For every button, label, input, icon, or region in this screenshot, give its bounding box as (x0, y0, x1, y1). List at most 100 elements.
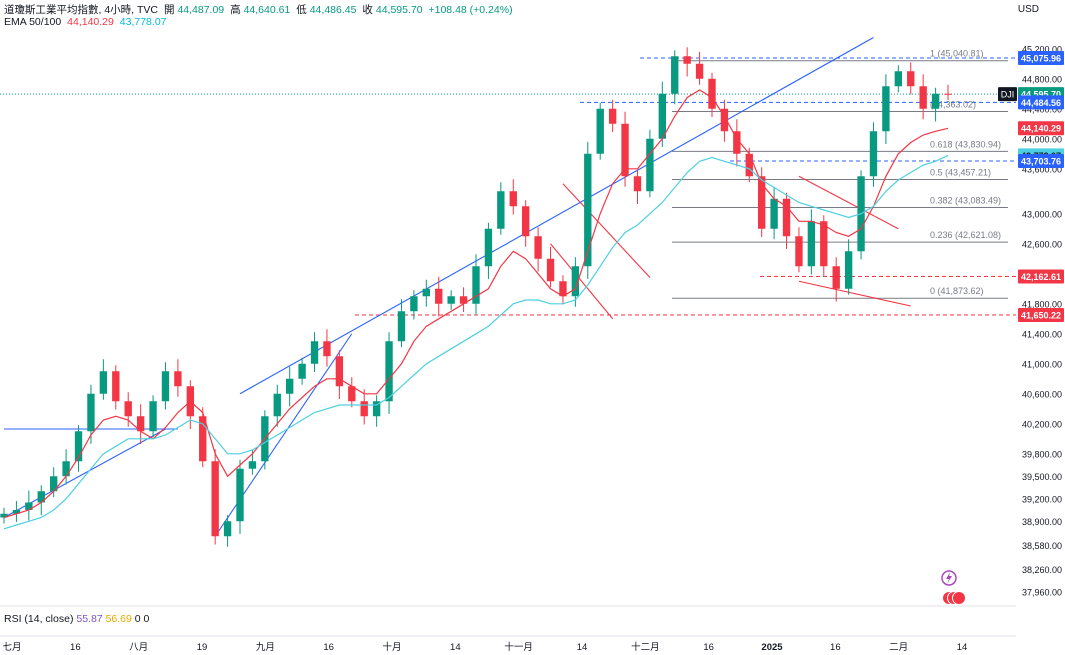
rsi-label: RSI (14, close) (4, 613, 74, 625)
fib-level-label: 0 (41,873.62) (930, 286, 984, 296)
ema100-value: 43,778.07 (119, 16, 167, 28)
y-tick-label: 39,800.00 (1022, 449, 1062, 459)
chart-title: 道瓊斯工業平均指數, 4小時, TVC (4, 4, 159, 16)
price-tag-bg (1018, 307, 1064, 322)
candle-body (50, 476, 58, 492)
ema100-line (3, 154, 949, 530)
candle-body (459, 296, 468, 304)
candle-body (372, 401, 381, 417)
candle-body (894, 71, 902, 87)
candle-body (708, 78, 716, 109)
rsi-ma-value: 56.69 (105, 613, 132, 625)
candle-body (745, 153, 753, 177)
x-tick-label: 八月 (129, 642, 148, 653)
candle-body (211, 461, 219, 537)
candle-body (584, 153, 592, 267)
candle-body (223, 521, 232, 537)
candle-body (844, 251, 853, 289)
y-tick-label: 38,580.00 (1022, 541, 1062, 551)
fib-level-label: 1 (45,040.81) (930, 49, 984, 59)
candle-body (410, 296, 418, 312)
candle-body (522, 206, 530, 237)
candle-body (782, 198, 791, 237)
horizontal-levels (0, 57, 1018, 316)
close-value: 44,595.70 (375, 4, 423, 16)
ema50-value: 44,140.29 (67, 16, 114, 28)
candle-body (112, 371, 120, 402)
candle-body (571, 266, 580, 297)
candle-body (882, 86, 890, 132)
candle-body (758, 176, 766, 229)
price-tag: 42,162.61 (1021, 272, 1061, 282)
trend-line (550, 243, 614, 320)
y-tick-label: 40,200.00 (1022, 419, 1062, 429)
x-tick-label: 16 (703, 642, 714, 653)
fib-level-label: (44,363.02) (930, 100, 976, 110)
x-tick-label: 二月 (889, 642, 908, 653)
price-tag: 43,703.76 (1021, 156, 1061, 166)
candle-body (422, 288, 430, 297)
candle-body (273, 393, 281, 417)
candle-body (608, 108, 617, 124)
candle-body (323, 341, 331, 357)
y-tick-label: 45,200.00 (1022, 44, 1062, 54)
fib-level-label: 0.5 (43,457.21) (930, 167, 991, 177)
chart-grid (0, 605, 1065, 637)
y-tick-label: 40,600.00 (1022, 389, 1062, 399)
price-tag-bg (1018, 51, 1064, 66)
y-tick-label: 39,500.00 (1022, 472, 1062, 482)
open-value: 44,487.09 (177, 4, 225, 16)
fib-level-label: 0.618 (43,830.94) (930, 139, 1001, 149)
open-label: 開 (163, 4, 175, 16)
price-tag: 44,140.29 (1021, 124, 1061, 134)
candle-body (820, 221, 828, 267)
candle-body (236, 468, 244, 522)
candle-body (907, 71, 915, 87)
candle-body (509, 191, 517, 207)
x-tick-label: 16 (830, 642, 841, 653)
rsi-value: 55.87 (76, 613, 103, 625)
candle-body (298, 363, 306, 379)
ema-legend[interactable]: EMA 50/100 44,140.29 43,778.07 (4, 16, 170, 28)
candle-body (546, 258, 555, 282)
ema50-line (3, 89, 949, 519)
candle-body (348, 386, 356, 402)
x-tick-label: 14 (577, 642, 588, 653)
candle-body (397, 311, 406, 342)
candle-body (62, 461, 70, 477)
y-tick-label: 44,000.00 (1022, 134, 1062, 144)
candle-body (174, 371, 182, 387)
candlesticks (0, 47, 952, 547)
close-label: 收 (362, 4, 373, 16)
candle-body (919, 86, 927, 109)
rsi-extra-1: 0 (134, 613, 141, 625)
fibonacci-retracement: 1 (45,040.81) (44,363.02) 0.618 (43,830.94… (672, 49, 1008, 299)
price-tag: 41,650.22 (1021, 310, 1061, 320)
x-tick-label: 十一月 (504, 641, 533, 653)
candle-body (286, 378, 294, 394)
y-tick-label: 41,000.00 (1022, 359, 1062, 369)
time-axis: 七月 16 八月 19 九月 16 十月 14 十一月 14 十二月 16 2025 16 二月 14 (2, 641, 967, 653)
candle-body (596, 108, 604, 154)
x-tick-label: 16 (70, 642, 81, 653)
x-tick-label: 十二月 (631, 641, 660, 653)
candle-body (149, 401, 157, 432)
candle-body (360, 401, 368, 417)
event-icons (941, 570, 966, 605)
currency-label[interactable]: USD (1017, 4, 1039, 15)
y-tick-label: 41,400.00 (1022, 329, 1062, 339)
candle-body (559, 281, 567, 297)
candle-body (869, 131, 878, 177)
candle-body (807, 221, 816, 267)
rsi-extra-2: 0 (143, 613, 150, 625)
price-tag-bg (1018, 121, 1064, 136)
candle-body (472, 266, 480, 304)
y-tick-label: 37,960.00 (1022, 587, 1062, 597)
rsi-legend[interactable]: RSI (14, close) 55.87 56.69 0 0 (4, 613, 149, 625)
x-tick-label: 十月 (382, 641, 401, 653)
candle-body (435, 288, 443, 304)
fib-level-label: 0.236 (42,621.08) (930, 230, 1001, 240)
candle-body (633, 176, 642, 192)
